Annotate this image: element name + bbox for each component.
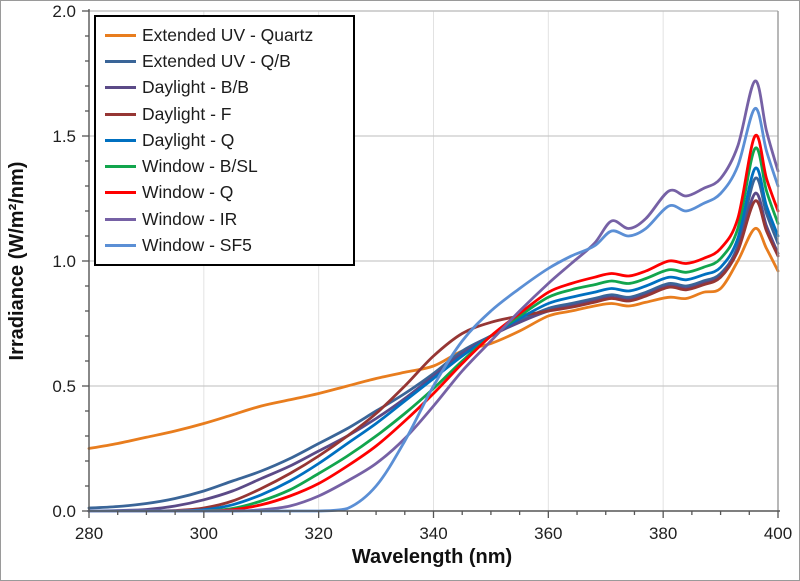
x-tick-label: 380: [649, 524, 677, 543]
x-tick-label: 300: [190, 524, 218, 543]
axis-tick-labels: 280 300 320 340 360 380 400 0.0 0.5 1.0 1.5 2.0: [52, 2, 792, 543]
y-tick-label: 1.5: [52, 127, 76, 146]
legend-line-swatch: [105, 86, 136, 90]
legend-item: Daylight - Q: [105, 127, 347, 153]
legend-item: Extended UV - Quartz: [105, 22, 347, 48]
legend-line-swatch: [105, 244, 136, 248]
legend-line-swatch: [105, 191, 136, 195]
plot-frame: [88, 9, 780, 512]
legend-item: Daylight - F: [105, 101, 347, 127]
legend-label: Daylight - Q: [142, 129, 235, 150]
series-line-daylight-f: [87, 199, 780, 513]
x-tick-label: 320: [304, 524, 332, 543]
legend-item: Window - IR: [105, 206, 347, 232]
axis-ticks: [82, 10, 779, 518]
legend-item: Window - Q: [105, 180, 347, 206]
x-axis-title: Wavelength (nm): [352, 546, 512, 568]
y-tick-label: 2.0: [52, 2, 76, 21]
legend-item: Daylight - B/B: [105, 75, 347, 101]
legend-line-swatch: [105, 112, 136, 116]
legend-line-swatch: [105, 138, 136, 142]
y-tick-label: 0.5: [52, 377, 76, 396]
legend-label: Window - Q: [142, 182, 234, 203]
legend-label: Window - B/SL: [142, 156, 258, 177]
legend-item: Window - B/SL: [105, 153, 347, 179]
y-axis-title: Irradiance (W/m²/nm): [6, 162, 28, 361]
y-tick-label: 0.0: [52, 502, 76, 521]
legend-line-swatch: [105, 59, 136, 63]
x-tick-label: 400: [764, 524, 792, 543]
x-tick-label: 340: [419, 524, 447, 543]
legend-item: Window - SF5: [105, 232, 347, 258]
legend-label: Daylight - F: [142, 103, 232, 124]
x-tick-label: 360: [534, 524, 562, 543]
legend-label: Daylight - B/B: [142, 77, 249, 98]
legend-label: Window - SF5: [142, 235, 252, 256]
legend-label: Window - IR: [142, 208, 238, 229]
series-line-extended-uv-quartz: [87, 227, 780, 450]
legend-line-swatch: [105, 217, 136, 221]
y-tick-label: 1.0: [52, 252, 76, 271]
x-tick-label: 280: [75, 524, 103, 543]
legend-line-swatch: [105, 165, 136, 169]
legend-line-swatch: [105, 33, 136, 37]
legend-label: Extended UV - Q/B: [142, 50, 291, 71]
legend-label: Extended UV - Quartz: [142, 24, 314, 45]
chart-legend: Extended UV - Quartz Extended UV - Q/B Day…: [94, 15, 355, 266]
legend-item: Extended UV - Q/B: [105, 48, 347, 74]
